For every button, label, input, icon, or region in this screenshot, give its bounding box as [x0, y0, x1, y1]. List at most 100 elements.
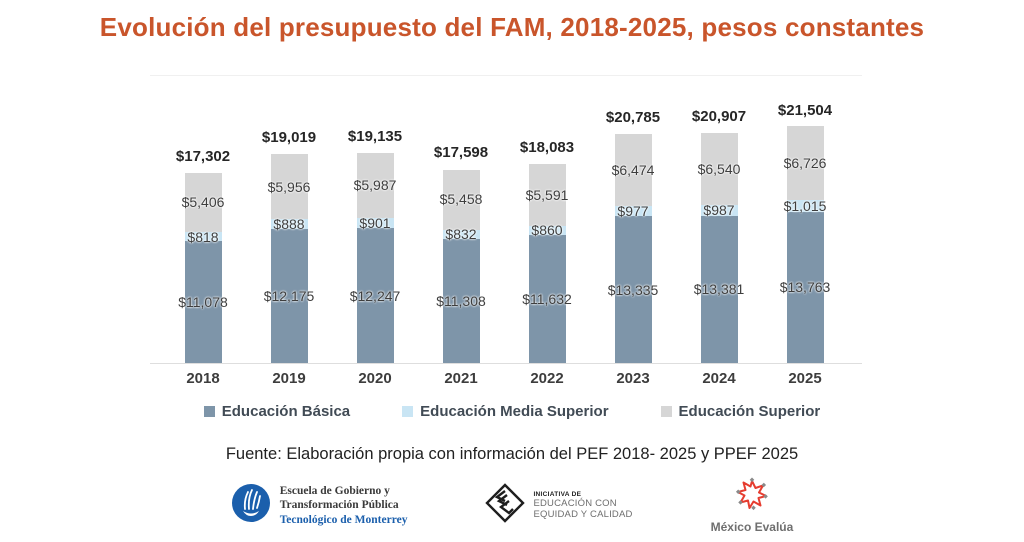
bar-group-2023: $13,335 $977 $6,474 $20,785	[590, 109, 676, 363]
stacked-bar-2022: $11,632 $860 $5,591 $18,083	[520, 139, 574, 363]
legend-label-1: Educación Media Superior	[420, 403, 609, 420]
total-label-2019: $19,019	[261, 128, 317, 146]
value-label-media-2018: $818	[187, 228, 219, 245]
segment-basica-2024	[700, 215, 738, 363]
mexico-evalua-star-icon	[735, 477, 769, 516]
stacked-bar-2023: $13,335 $977 $6,474 $20,785	[606, 109, 660, 363]
value-label-basica-2020: $12,247	[349, 287, 401, 304]
value-label-basica-2021: $11,308	[436, 292, 486, 309]
value-label-media-2022: $860	[531, 222, 563, 239]
value-label-superior-2025: $6,726	[783, 155, 827, 172]
mexico-evalua-label: México Evalúa	[710, 520, 794, 534]
x-tick-2021: 2021	[444, 370, 478, 387]
bar-group-2025: $13,763 $1,015 $6,726 $21,504	[762, 102, 848, 363]
bar-group-2018: $11,078 $818 $5,406 $17,302	[160, 148, 246, 363]
segment-basica-2019	[270, 229, 308, 363]
x-tick-2020: 2020	[358, 370, 392, 387]
bar-group-2021: $11,308 $832 $5,458 $17,598	[418, 144, 504, 363]
segment-superior-2018	[184, 172, 222, 233]
logo-tecnologico-monterrey: Escuela de Gobierno y Transformación Púb…	[231, 483, 408, 528]
legend-swatch-2	[660, 406, 672, 417]
segment-media-2024	[700, 204, 738, 216]
segment-superior-2023	[614, 134, 652, 206]
tec-text-line2: Transformación Pública	[279, 499, 399, 512]
total-label-2023: $20,785	[605, 109, 661, 127]
total-label-2020: $19,135	[347, 127, 403, 145]
value-label-basica-2018: $11,078	[178, 294, 228, 311]
value-label-basica-2025: $13,763	[779, 279, 831, 296]
value-label-basica-2019: $12,175	[263, 288, 315, 304]
value-label-media-2019: $888	[273, 216, 305, 233]
segment-superior-2021	[442, 169, 480, 230]
legend-item-0: Educación Básica	[203, 403, 351, 420]
chart-legend: Educación Básica Educación Media Superior…	[0, 403, 1024, 420]
segment-superior-2019	[270, 153, 308, 220]
value-label-superior-2021: $5,458	[439, 191, 483, 208]
value-label-superior-2022: $5,591	[525, 186, 569, 203]
stacked-bar-2018: $11,078 $818 $5,406 $17,302	[176, 148, 230, 363]
total-label-2022: $18,083	[519, 139, 575, 157]
x-tick-2018: 2018	[186, 370, 220, 387]
source-note: Fuente: Elaboración propia con informaci…	[225, 445, 799, 463]
x-tick-2023: 2023	[616, 370, 650, 387]
stacked-bar-2024: $13,381 $987 $6,540 $20,907	[692, 108, 746, 363]
segment-basica-2020	[356, 228, 394, 363]
chart-plot-area: $11,078 $818 $5,406 $17,302 $12,175 $888 $5,95…	[150, 75, 862, 364]
total-label-2018: $17,302	[175, 147, 231, 165]
segment-media-2018	[184, 232, 222, 242]
stacked-bar-2019: $12,175 $888 $5,956 $19,019	[262, 129, 316, 363]
logo-mexico-evalua: México Evalúa	[710, 477, 794, 534]
logo-row: Escuela de Gobierno y Transformación Púb…	[0, 477, 1024, 534]
value-label-superior-2024: $6,540	[697, 161, 741, 177]
eec-text-line2: EDUCACIÓN CON	[533, 497, 617, 509]
bar-group-2020: $12,247 $901 $5,987 $19,135	[332, 128, 418, 363]
value-label-superior-2023: $6,474	[611, 162, 655, 178]
value-label-media-2025: $1,015	[783, 198, 827, 214]
stacked-bar-2021: $11,308 $832 $5,458 $17,598	[434, 144, 488, 363]
segment-superior-2025	[786, 126, 824, 201]
value-label-basica-2022: $11,632	[522, 291, 572, 307]
segment-basica-2025	[786, 211, 824, 363]
eec-diamond-icon	[485, 483, 526, 528]
tec-text-line3: Tecnológico de Monterrey	[279, 513, 408, 526]
chart-title: Evolución del presupuesto del FAM, 2018-…	[99, 12, 925, 42]
segment-media-2020	[356, 218, 394, 229]
eec-text-line1: INICIATIVA DE	[533, 490, 582, 498]
tec-monterrey-icon	[231, 483, 271, 528]
legend-swatch-0	[203, 406, 215, 417]
legend-label-0: Educación Básica	[221, 403, 351, 420]
bar-group-2019: $12,175 $888 $5,956 $19,019	[246, 129, 332, 363]
segment-media-2023	[614, 205, 652, 217]
value-label-media-2021: $832	[445, 226, 477, 242]
legend-item-1: Educación Media Superior	[402, 403, 609, 420]
bar-groups: $11,078 $818 $5,406 $17,302 $12,175 $888 $5,95…	[160, 76, 848, 363]
stacked-bar-2020: $12,247 $901 $5,987 $19,135	[348, 128, 402, 363]
segment-basica-2018	[184, 241, 222, 363]
x-tick-2022: 2022	[530, 370, 564, 387]
value-label-basica-2024: $13,381	[693, 281, 745, 298]
x-axis-labels: 2018 2019 2020 2021 2022 2023 2024 2025	[160, 370, 848, 387]
x-tick-2025: 2025	[788, 370, 822, 387]
stacked-bar-2025: $13,763 $1,015 $6,726 $21,504	[778, 102, 832, 363]
value-label-media-2023: $977	[617, 202, 649, 219]
total-label-2025: $21,504	[777, 101, 833, 119]
x-tick-2019: 2019	[272, 370, 306, 387]
segment-superior-2024	[700, 133, 738, 205]
segment-basica-2023	[614, 216, 652, 363]
legend-swatch-1	[402, 406, 414, 417]
segment-media-2025	[786, 200, 824, 212]
segment-media-2019	[270, 219, 308, 230]
legend-label-2: Educación Superior	[678, 403, 821, 420]
eec-text-line3: EQUIDAD Y CALIDAD	[533, 509, 633, 520]
segment-superior-2022	[528, 164, 566, 226]
segment-basica-2021	[442, 238, 480, 363]
segment-superior-2020	[356, 152, 394, 219]
logo-iniciativa-educacion: INICIATIVA DE EDUCACIÓN CON EQUIDAD Y CA…	[485, 483, 632, 528]
segment-media-2022	[528, 225, 566, 235]
total-label-2024: $20,907	[691, 108, 747, 125]
bar-group-2022: $11,632 $860 $5,591 $18,083	[504, 139, 590, 363]
value-label-media-2024: $987	[703, 202, 735, 219]
value-label-superior-2020: $5,987	[353, 177, 397, 194]
value-label-superior-2018: $5,406	[181, 194, 225, 211]
segment-basica-2022	[528, 235, 566, 363]
